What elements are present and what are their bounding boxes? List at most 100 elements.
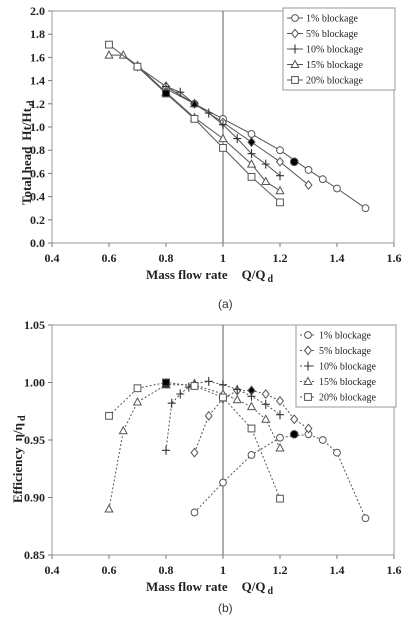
data-point-4-a xyxy=(104,50,114,59)
data-point-1-b xyxy=(219,478,227,487)
y-tick-label-a: 0.8 xyxy=(30,143,45,157)
y-tick-label-b: 1.00 xyxy=(24,376,45,390)
x-tick-label-a: 1.6 xyxy=(387,251,402,265)
legend-a: 1% blockage 5% blockage 10% blockage 15% bl… xyxy=(282,7,396,91)
series-1-b xyxy=(190,429,370,523)
legend-label-2-a: 5% blockage xyxy=(306,29,358,40)
y-tick-label-b: 0.95 xyxy=(24,433,45,447)
data-point-2-a xyxy=(304,180,313,190)
data-point-4-a xyxy=(275,185,285,195)
data-point-1-a xyxy=(333,184,341,193)
legend-label-1-b: 1% blockage xyxy=(319,331,371,342)
data-point-1-a xyxy=(318,175,327,184)
data-point-2-b xyxy=(204,410,213,421)
x-tick-label-b: 1 xyxy=(220,563,226,577)
legend-marker-3-b xyxy=(304,361,312,371)
data-point-3-b xyxy=(176,389,185,399)
data-point-3-a xyxy=(219,120,227,130)
data-point-1-a xyxy=(276,146,284,155)
legend-label-3-b: 10% blockage xyxy=(319,362,376,373)
data-point-3-b xyxy=(233,384,242,394)
chart-panel-b: Mass flow rate Q/Q d Efficiencyη/ηd (b) 0.… xyxy=(10,318,402,615)
data-point-3-b xyxy=(167,398,176,408)
y-axis-label-b: Efficiency η/η d xyxy=(10,415,28,503)
x-axis-symbol-b: Q/Q xyxy=(242,579,266,594)
legend-label-5-b: 20% blockage xyxy=(319,393,376,404)
legend-label-4-b: 15% blockage xyxy=(319,377,376,388)
series-3-a xyxy=(162,81,284,181)
y-tick-label-a: 0.4 xyxy=(30,190,45,204)
data-point-5-a xyxy=(133,62,142,71)
y-axis-subscript-b: d xyxy=(17,415,28,421)
data-point-5-b xyxy=(219,393,227,402)
data-point-2-b xyxy=(261,389,270,399)
legend-label-2-b: 5% blockage xyxy=(319,346,371,357)
y-tick-label-b: 0.90 xyxy=(24,491,45,505)
data-point-1-a xyxy=(361,204,370,213)
y-tick-label-b: 0.85 xyxy=(24,548,45,562)
series-line-5-b xyxy=(108,381,281,499)
x-tick-label-b: 1.6 xyxy=(387,563,402,577)
data-point-5-a xyxy=(190,114,199,123)
data-point-2-b xyxy=(275,395,285,406)
data-point-5-a xyxy=(219,143,227,152)
chart-panel-a: Mass flow rate Q/Q d Total headHt/Htd (a) … xyxy=(19,4,402,311)
data-point-5-b xyxy=(247,424,256,433)
data-point-4-b xyxy=(118,425,128,435)
data-point-5-a xyxy=(105,40,113,49)
y-tick-label-a: 1.6 xyxy=(30,50,45,64)
y-tick-label-a: 0.2 xyxy=(30,213,45,227)
data-point-5-b xyxy=(105,411,113,420)
y-tick-label-a: 0.6 xyxy=(30,166,45,180)
x-tick-label-a: 1.4 xyxy=(330,251,345,265)
data-point-4-b xyxy=(104,503,114,513)
legend-marker-1-b xyxy=(304,331,312,339)
data-point-4-b xyxy=(232,394,242,404)
data-point-1-b xyxy=(361,514,370,523)
caption-a: (a) xyxy=(218,297,233,311)
design-point-marker-5-a xyxy=(162,89,170,98)
series-5-a xyxy=(105,40,284,207)
data-point-5-a xyxy=(247,172,256,181)
x-tick-label-a: 1 xyxy=(220,251,226,265)
data-point-4-b xyxy=(275,443,285,452)
x-tick-label-b: 1.2 xyxy=(273,563,288,577)
data-point-3-a xyxy=(204,108,213,118)
data-point-3-a xyxy=(247,149,256,159)
y-tick-label-a: 1.0 xyxy=(30,120,45,134)
x-axis-label-a: Mass flow rate Q/Q d xyxy=(146,267,273,285)
data-point-3-b xyxy=(276,410,284,420)
data-point-3-b xyxy=(204,376,213,386)
data-point-3-a xyxy=(176,87,185,97)
legend-marker-2-b xyxy=(303,345,313,356)
y-axis-symbol-a: Ht/Ht xyxy=(19,107,34,140)
data-point-1-b xyxy=(190,508,199,517)
legend-marker-4-a xyxy=(290,59,300,68)
data-point-3-a xyxy=(233,134,242,144)
data-point-1-b xyxy=(276,433,284,442)
legend-label-3-a: 10% blockage xyxy=(306,45,363,56)
data-point-4-b xyxy=(246,401,257,411)
x-axis-label-text-a: Mass flow rate xyxy=(146,267,228,282)
series-line-4-a xyxy=(109,54,281,192)
data-point-2-a xyxy=(275,156,285,167)
y-tick-label-a: 1.8 xyxy=(30,27,45,41)
x-tick-label-a: 1.2 xyxy=(273,251,288,265)
x-axis-symbol-a: Q/Q xyxy=(242,267,266,282)
x-tick-label-a: 0.6 xyxy=(102,251,117,265)
x-axis-subscript-b: d xyxy=(267,586,273,597)
series-line-4-b xyxy=(108,384,281,510)
data-point-3-b xyxy=(162,445,170,455)
data-point-3-b xyxy=(261,399,270,409)
design-point-marker-1-b xyxy=(289,429,299,439)
data-point-2-b xyxy=(190,447,199,458)
design-point-marker-3-a xyxy=(189,98,200,108)
series-5-b xyxy=(105,378,284,503)
legend-marker-5-a xyxy=(291,76,299,84)
y-tick-label-a: 1.2 xyxy=(30,97,45,111)
y-axis-label-a: Total head Ht/Htd xyxy=(19,100,37,205)
legend-marker-1-a xyxy=(291,14,299,22)
legend-marker-4-b xyxy=(303,376,313,385)
data-point-1-b xyxy=(247,451,256,459)
